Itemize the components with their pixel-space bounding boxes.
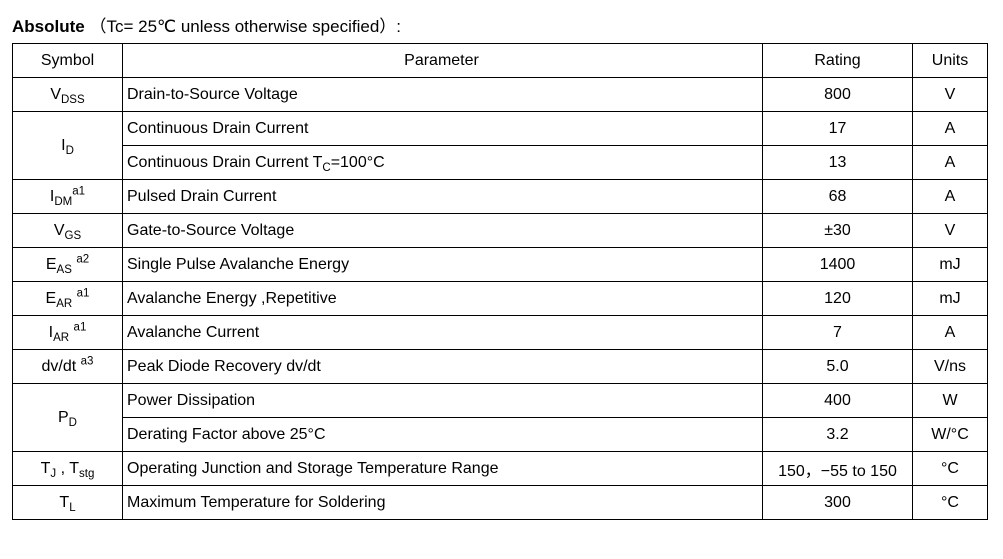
table-body: VDSSDrain-to-Source Voltage800VIDContinu…	[13, 78, 988, 520]
cell-rating: 13	[763, 146, 913, 180]
cell-units: °C	[913, 452, 988, 486]
cell-units: A	[913, 146, 988, 180]
table-row: dv/dt a3Peak Diode Recovery dv/dt5.0V/ns	[13, 350, 988, 384]
cell-parameter: Pulsed Drain Current	[123, 180, 763, 214]
cell-parameter: Single Pulse Avalanche Energy	[123, 248, 763, 282]
table-row: EAS a2Single Pulse Avalanche Energy1400m…	[13, 248, 988, 282]
cell-rating: 120	[763, 282, 913, 316]
cell-symbol: PD	[13, 384, 123, 452]
cell-parameter: Derating Factor above 25°C	[123, 418, 763, 452]
table-row: TJ , TstgOperating Junction and Storage …	[13, 452, 988, 486]
cell-parameter: Avalanche Energy ,Repetitive	[123, 282, 763, 316]
cell-units: mJ	[913, 282, 988, 316]
cell-units: A	[913, 316, 988, 350]
cell-parameter: Peak Diode Recovery dv/dt	[123, 350, 763, 384]
cell-rating: 400	[763, 384, 913, 418]
cell-rating: ±30	[763, 214, 913, 248]
cell-symbol: IDMa1	[13, 180, 123, 214]
cell-rating: 800	[763, 78, 913, 112]
cell-units: A	[913, 112, 988, 146]
table-row: IDMa1Pulsed Drain Current68A	[13, 180, 988, 214]
cell-rating: 1400	[763, 248, 913, 282]
cell-units: mJ	[913, 248, 988, 282]
cell-rating: 150，−55 to 150	[763, 452, 913, 486]
cell-symbol: dv/dt a3	[13, 350, 123, 384]
cell-rating: 300	[763, 486, 913, 520]
table-row: EAR a1Avalanche Energy ,Repetitive120mJ	[13, 282, 988, 316]
table-row: VDSSDrain-to-Source Voltage800V	[13, 78, 988, 112]
cell-rating: 7	[763, 316, 913, 350]
cell-units: W	[913, 384, 988, 418]
header-parameter: Parameter	[123, 44, 763, 78]
header-units: Units	[913, 44, 988, 78]
cell-symbol: ID	[13, 112, 123, 180]
cell-parameter: Continuous Drain Current TC=100°C	[123, 146, 763, 180]
cell-parameter: Gate-to-Source Voltage	[123, 214, 763, 248]
cell-parameter: Operating Junction and Storage Temperatu…	[123, 452, 763, 486]
cell-units: V	[913, 78, 988, 112]
cell-symbol: TJ , Tstg	[13, 452, 123, 486]
cell-symbol: VDSS	[13, 78, 123, 112]
table-row: Continuous Drain Current TC=100°C13A	[13, 146, 988, 180]
cell-symbol: IAR a1	[13, 316, 123, 350]
cell-parameter: Drain-to-Source Voltage	[123, 78, 763, 112]
header-symbol: Symbol	[13, 44, 123, 78]
table-row: IAR a1Avalanche Current7A	[13, 316, 988, 350]
cell-units: A	[913, 180, 988, 214]
cell-units: V	[913, 214, 988, 248]
cell-rating: 3.2	[763, 418, 913, 452]
table-row: VGSGate-to-Source Voltage±30V	[13, 214, 988, 248]
section-title: Absolute （Tc= 25℃ unless otherwise speci…	[12, 12, 991, 37]
cell-symbol: TL	[13, 486, 123, 520]
ratings-table: Symbol Parameter Rating Units VDSSDrain-…	[12, 43, 988, 520]
cell-parameter: Continuous Drain Current	[123, 112, 763, 146]
cell-rating: 17	[763, 112, 913, 146]
table-row: Derating Factor above 25°C3.2W/°C	[13, 418, 988, 452]
header-rating: Rating	[763, 44, 913, 78]
cell-units: V/ns	[913, 350, 988, 384]
table-row: PDPower Dissipation400W	[13, 384, 988, 418]
table-row: IDContinuous Drain Current17A	[13, 112, 988, 146]
cell-units: W/°C	[913, 418, 988, 452]
cell-rating: 68	[763, 180, 913, 214]
title-bold: Absolute	[12, 17, 85, 36]
cell-symbol: EAR a1	[13, 282, 123, 316]
table-row: TLMaximum Temperature for Soldering300°C	[13, 486, 988, 520]
cell-symbol: VGS	[13, 214, 123, 248]
cell-parameter: Maximum Temperature for Soldering	[123, 486, 763, 520]
cell-symbol: EAS a2	[13, 248, 123, 282]
cell-parameter: Power Dissipation	[123, 384, 763, 418]
cell-rating: 5.0	[763, 350, 913, 384]
cell-parameter: Avalanche Current	[123, 316, 763, 350]
cell-units: °C	[913, 486, 988, 520]
title-condition: （Tc= 25℃ unless otherwise specified）:	[89, 17, 401, 36]
table-header-row: Symbol Parameter Rating Units	[13, 44, 988, 78]
